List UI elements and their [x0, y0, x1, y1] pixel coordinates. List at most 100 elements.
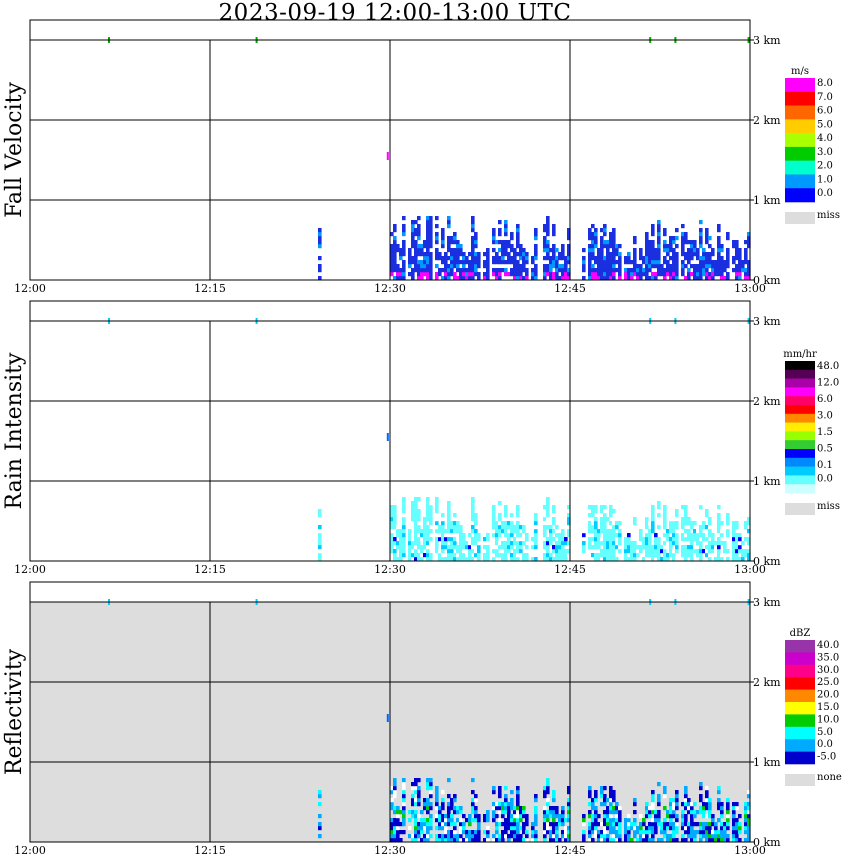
echo-cell [507, 814, 511, 819]
echo-cell [471, 830, 475, 835]
echo-cell [393, 826, 397, 831]
echo-cell [711, 272, 715, 277]
echo-cell [711, 264, 715, 269]
echo-cell [594, 228, 598, 233]
echo-cell [426, 224, 430, 229]
echo-cell [450, 533, 454, 538]
echo-cell [414, 778, 418, 783]
echo-cell [447, 276, 451, 281]
echo-cell [717, 505, 721, 510]
echo-cell [552, 232, 556, 237]
echo-cell [444, 276, 448, 281]
legend-miss-label: miss [817, 210, 840, 221]
echo-cell [435, 794, 439, 799]
echo-cell [639, 838, 643, 843]
echo-cell [393, 818, 397, 823]
echo-cell [606, 256, 610, 261]
echo-cell [417, 786, 421, 791]
echo-cell [483, 545, 487, 550]
echo-cell [618, 276, 622, 281]
echo-cell [696, 830, 700, 835]
echo-cell [651, 838, 655, 843]
echo-cell [705, 549, 709, 554]
echo-cell [645, 553, 649, 558]
echo-cell [603, 276, 607, 281]
echo-cell [426, 216, 430, 221]
echo-cell [714, 260, 718, 265]
echo-cell [516, 537, 520, 542]
echo-cell [735, 806, 739, 811]
legend-swatch [785, 188, 815, 203]
echo-cell [690, 826, 694, 831]
echo-cell [603, 272, 607, 277]
echo-cell [567, 517, 571, 522]
echo-cell [561, 810, 565, 815]
echo-cell [435, 537, 439, 542]
echo-cell [612, 553, 616, 558]
echo-cell [465, 557, 469, 562]
echo-cell [582, 553, 586, 558]
echo-marker [386, 714, 389, 722]
echo-cell [672, 256, 676, 261]
echo-cell [708, 236, 712, 241]
echo-cell [645, 232, 649, 237]
echo-cell [675, 549, 679, 554]
echo-cell [477, 838, 481, 843]
echo-cell [732, 521, 736, 526]
echo-cell [642, 818, 646, 823]
echo-cell [417, 814, 421, 819]
echo-cell [534, 252, 538, 257]
echo-cell [429, 216, 433, 221]
echo-cell [447, 521, 451, 526]
echo-cell [684, 509, 688, 514]
echo-cell [582, 260, 586, 265]
echo-cell [414, 818, 418, 823]
echo-cell [519, 818, 523, 823]
echo-cell [618, 256, 622, 261]
echo-cell [396, 806, 400, 811]
echo-cell [519, 545, 523, 550]
echo-cell [639, 272, 643, 277]
echo-cell [429, 228, 433, 233]
echo-cell [444, 268, 448, 273]
echo-cell [393, 276, 397, 281]
echo-cell [468, 814, 472, 819]
echo-cell [483, 260, 487, 265]
echo-cell [705, 276, 709, 281]
echo-cell [441, 537, 445, 542]
echo-cell [453, 533, 457, 538]
echo-cell [588, 521, 592, 526]
echo-cell [393, 553, 397, 558]
echo-cell [747, 794, 751, 799]
echo-cell [663, 549, 667, 554]
echo-cell [732, 268, 736, 273]
echo-cell [549, 264, 553, 269]
echo-cell [444, 826, 448, 831]
echo-cell [606, 810, 610, 815]
echo-cell [735, 553, 739, 558]
legend-swatch [785, 405, 815, 415]
echo-cell [474, 264, 478, 269]
echo-cell [441, 232, 445, 237]
echo-cell [690, 537, 694, 542]
echo-cell [429, 272, 433, 277]
echo-cell [396, 818, 400, 823]
echo-cell [564, 830, 568, 835]
echo-cell [450, 557, 454, 562]
echo-cell [663, 806, 667, 811]
echo-cell [453, 240, 457, 245]
echo-cell [552, 264, 556, 269]
echo-cell [612, 272, 616, 277]
echo-cell [717, 537, 721, 542]
echo-cell [408, 260, 412, 265]
echo-cell [459, 260, 463, 265]
echo-cell [594, 553, 598, 558]
echo-cell [666, 260, 670, 265]
echo-cell [741, 268, 745, 273]
echo-cell [597, 256, 601, 261]
echo-cell [417, 557, 421, 562]
echo-cell [471, 834, 475, 839]
echo-cell [423, 545, 427, 550]
echo-cell [390, 533, 394, 538]
echo-cell [657, 501, 661, 506]
